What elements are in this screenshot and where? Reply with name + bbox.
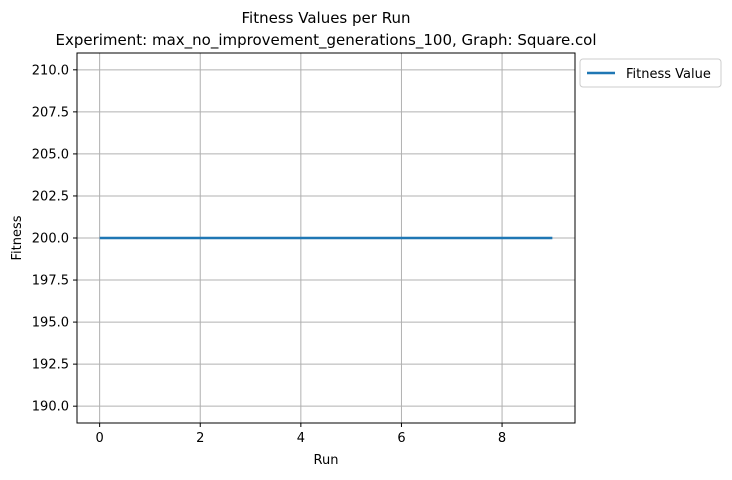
y-tick-label: 207.5 <box>32 105 69 120</box>
y-axis-label: Fitness <box>10 215 25 260</box>
y-axis-ticks: 190.0 192.5 195.0 197.5 200.0 202.5 205.0 207.5… <box>32 63 77 415</box>
x-tick-label: 0 <box>95 431 103 446</box>
legend: Fitness Value <box>579 58 722 88</box>
y-tick-label: 190.0 <box>32 400 69 415</box>
y-tick-label: 205.0 <box>32 147 69 162</box>
legend-box <box>579 58 722 88</box>
chart-title: Fitness Values per Run <box>242 9 411 27</box>
x-tick-label: 8 <box>498 431 506 446</box>
chart-subtitle: Experiment: max_no_improvement_generatio… <box>55 31 596 50</box>
y-tick-label: 202.5 <box>32 189 69 204</box>
x-axis-label: Run <box>314 453 339 468</box>
y-tick-label: 197.5 <box>32 274 69 289</box>
x-tick-label: 6 <box>397 431 405 446</box>
y-tick-label: 195.0 <box>32 316 69 331</box>
x-tick-label: 2 <box>196 431 204 446</box>
y-tick-label: 192.5 <box>32 358 69 373</box>
y-tick-label: 210.0 <box>32 63 69 78</box>
x-axis-ticks: 0 2 4 6 8 <box>95 423 506 446</box>
legend-label: Fitness Value <box>626 67 711 82</box>
x-tick-label: 4 <box>297 431 305 446</box>
y-tick-label: 200.0 <box>32 232 69 247</box>
